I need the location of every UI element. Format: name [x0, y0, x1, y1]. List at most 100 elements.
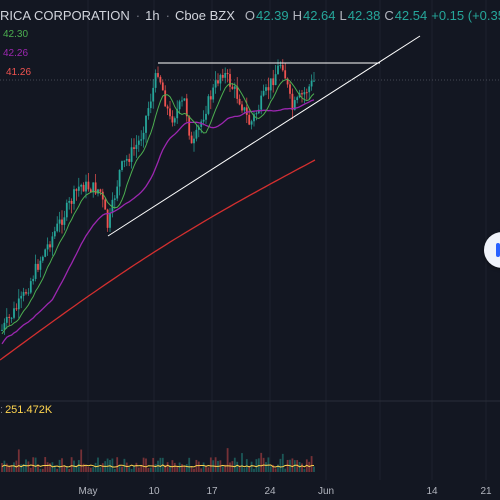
- candle-body: [32, 278, 35, 282]
- candle-body: [313, 80, 315, 82]
- open-label: O: [244, 7, 256, 23]
- volume-bar: [233, 457, 236, 472]
- ma-purple-label: 42.26: [3, 48, 29, 59]
- high-label: H: [292, 7, 302, 23]
- candle-body: [221, 74, 224, 78]
- volume-bar: [1, 463, 3, 472]
- volume-bar: [61, 458, 63, 472]
- volume-bar: [97, 457, 99, 472]
- volume-bar: [75, 465, 78, 472]
- volume-bar: [248, 466, 251, 472]
- volume-bar: [173, 462, 176, 472]
- candle-body: [265, 87, 267, 91]
- candle-body: [37, 263, 39, 270]
- candle-body: [130, 147, 133, 162]
- candle-body: [99, 189, 102, 192]
- candle-body: [17, 298, 20, 310]
- volume-bar: [49, 463, 51, 472]
- candle-body: [92, 182, 95, 193]
- x-tick: 21: [480, 486, 492, 497]
- candle-body: [75, 189, 78, 191]
- header-sep: ·: [135, 7, 141, 23]
- candle-body: [305, 92, 308, 94]
- volume-bar: [13, 462, 15, 472]
- volume-bar: [53, 465, 56, 472]
- volume-bar: [181, 464, 183, 472]
- volume-bar: [313, 466, 315, 472]
- volume-bar: [41, 468, 44, 472]
- candle-body: [277, 65, 279, 75]
- x-tick: 17: [206, 486, 218, 497]
- ma-purple-line: [1, 99, 315, 345]
- volume-bar: [80, 449, 83, 472]
- candle-body: [238, 98, 241, 105]
- volume-bar: [77, 460, 80, 472]
- symbol-title[interactable]: RICA CORPORATION: [0, 7, 130, 23]
- volume-bar: [243, 468, 246, 472]
- candle-body: [145, 115, 147, 133]
- volume-bar: [166, 462, 169, 472]
- volume-bar: [207, 467, 210, 472]
- candle-body: [109, 212, 111, 228]
- volume-bar: [197, 461, 200, 472]
- candle-body: [137, 140, 140, 145]
- volume-bar: [15, 460, 18, 472]
- volume-bar: [301, 463, 303, 472]
- volume-bar: [183, 465, 186, 472]
- volume-bar: [99, 467, 102, 472]
- volume-bar: [111, 458, 114, 472]
- volume-bar: [147, 468, 150, 472]
- x-tick: Jun: [317, 486, 335, 497]
- candle-body: [226, 73, 229, 75]
- volume-bar: [65, 466, 68, 472]
- candle-body: [173, 118, 176, 123]
- scroll-to-realtime-button[interactable]: [484, 232, 500, 268]
- candle-body: [303, 92, 306, 95]
- volume-bar: [116, 457, 119, 472]
- volume-bar: [226, 448, 229, 472]
- candle-body: [94, 182, 97, 194]
- volume-bar: [169, 465, 171, 472]
- candle-body: [80, 184, 83, 187]
- candle-body: [209, 96, 212, 100]
- candle-body: [65, 202, 68, 218]
- candle-body: [188, 116, 191, 136]
- ma-green-line: [1, 78, 315, 335]
- candle-body: [34, 263, 37, 279]
- candle-body: [217, 80, 219, 84]
- volume-bar: [137, 467, 140, 472]
- ma-red-label: 41.26: [6, 67, 32, 78]
- volume-bar: [5, 463, 8, 472]
- volume-value: 251.472K: [5, 404, 53, 416]
- candle-body: [89, 189, 92, 193]
- volume-bar: [125, 462, 128, 472]
- candle-body: [49, 244, 51, 248]
- volume-bar: [281, 453, 284, 472]
- candle-body: [214, 80, 217, 88]
- volume-bar: [17, 449, 20, 472]
- candle-body: [10, 317, 13, 319]
- candle-body: [289, 84, 291, 94]
- volume-label: : 251.472K: [0, 404, 53, 416]
- candle-body: [15, 308, 18, 310]
- volume-bar: [106, 458, 109, 472]
- volume-bar: [118, 465, 121, 472]
- candle-body: [286, 78, 289, 85]
- volume-bar: [164, 464, 167, 472]
- exchange: Cboe BZX: [174, 7, 235, 23]
- candle-body: [202, 119, 205, 122]
- interval[interactable]: 1h: [145, 7, 160, 23]
- candle-body: [70, 200, 73, 204]
- volume-bar: [159, 457, 162, 472]
- ma-green-label: 42.30: [3, 29, 29, 40]
- candle-body: [236, 86, 239, 99]
- volume-bar: [205, 466, 207, 472]
- candle-body: [106, 209, 109, 228]
- candle-body: [257, 109, 260, 114]
- candle-body: [159, 76, 162, 83]
- close-value: 42.54: [394, 7, 428, 23]
- low-label: L: [339, 7, 347, 23]
- volume-bar: [44, 457, 47, 472]
- volume-bar: [10, 465, 13, 472]
